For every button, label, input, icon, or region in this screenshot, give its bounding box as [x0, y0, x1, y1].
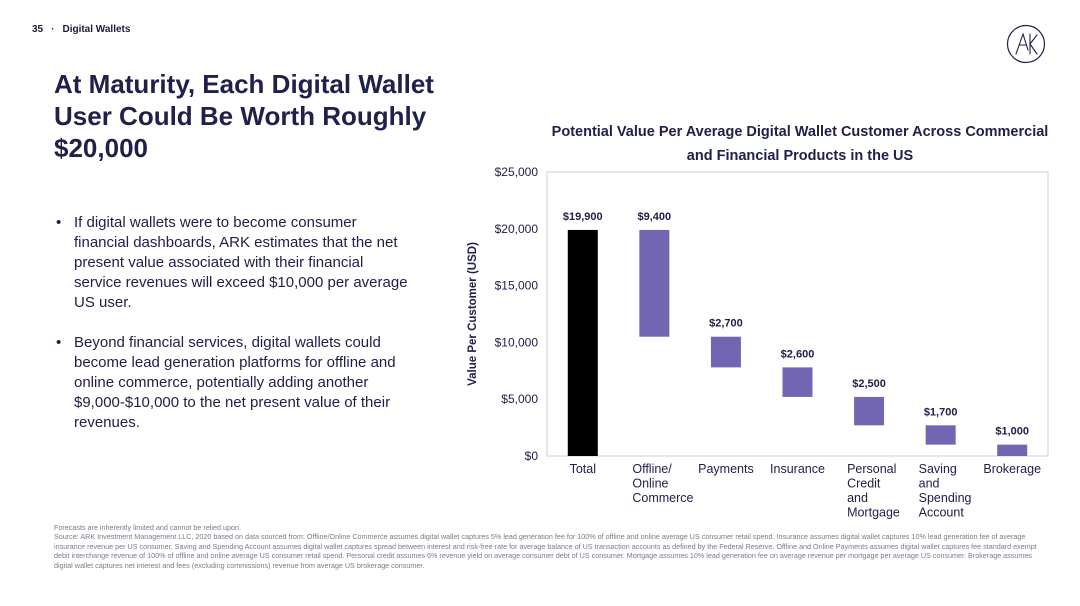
y-tick-label: $25,000: [495, 165, 539, 179]
waterfall-bar: [782, 367, 813, 397]
data-label: $2,700: [709, 318, 743, 330]
ark-logo-icon: [1006, 24, 1046, 64]
x-tick-label: Online: [632, 477, 668, 491]
x-tick-label: Mortgage: [847, 506, 900, 520]
x-tick-label: Credit: [847, 477, 881, 491]
data-label: $1,700: [924, 406, 958, 418]
data-label: $1,000: [995, 426, 1029, 438]
x-tick-label: and: [919, 477, 940, 491]
x-tick-label: Account: [919, 506, 965, 520]
x-tick-label: Commerce: [632, 491, 693, 505]
data-label: $19,900: [563, 211, 603, 223]
x-tick-label: Saving: [919, 462, 957, 476]
bullet-list: If digital wallets were to become consum…: [54, 213, 414, 453]
y-tick-label: $15,000: [495, 279, 539, 293]
waterfall-bar: [639, 229, 670, 337]
x-tick-label: Payments: [698, 462, 754, 476]
bullet-item: Beyond financial services, digital walle…: [54, 333, 414, 433]
section-name: Digital Wallets: [62, 24, 131, 35]
page-number: 35: [32, 24, 44, 35]
y-tick-label: $20,000: [495, 222, 539, 236]
page-header: 35 · Digital Wallets: [32, 24, 130, 35]
page-title: At Maturity, Each Digital Wallet User Co…: [54, 69, 434, 163]
y-tick-label: $10,000: [495, 335, 539, 349]
x-tick-label: Brokerage: [983, 462, 1041, 476]
header-separator: ·: [51, 24, 55, 35]
bullet-item: If digital wallets were to become consum…: [54, 213, 414, 313]
x-tick-label: Personal: [847, 462, 896, 476]
x-tick-label: Spending: [919, 491, 972, 505]
footnote: Forecasts are inherently limited and can…: [54, 523, 1044, 570]
waterfall-bar: [710, 336, 741, 368]
data-label: $9,400: [638, 211, 672, 223]
y-axis-label: Value Per Customer (USD): [467, 242, 479, 386]
chart-title: Potential Value Per Average Digital Wall…: [551, 124, 1049, 164]
x-tick-label: Offline/: [632, 462, 672, 476]
x-tick-label: and: [847, 491, 868, 505]
y-tick-label: $5,000: [501, 392, 538, 406]
waterfall-bar: [925, 425, 956, 445]
x-tick-label: Insurance: [770, 462, 825, 476]
total-bar: [567, 229, 598, 456]
y-tick-label: $0: [525, 449, 539, 463]
data-label: $2,500: [852, 378, 886, 390]
waterfall-chart: $0 $5,000 $10,000 $15,000 $20,000 $25,000 Valu…: [467, 165, 1049, 520]
footnote-disclaimer: Forecasts are inherently limited and can…: [54, 523, 241, 532]
footnote-source: Source: ARK Investment Management LLC, 2…: [54, 532, 1037, 570]
x-tick-label: Total: [570, 462, 596, 476]
plot-frame: [546, 171, 1049, 457]
waterfall-bar: [997, 444, 1028, 456]
waterfall-bar: [854, 396, 885, 426]
data-label: $2,600: [781, 348, 815, 360]
